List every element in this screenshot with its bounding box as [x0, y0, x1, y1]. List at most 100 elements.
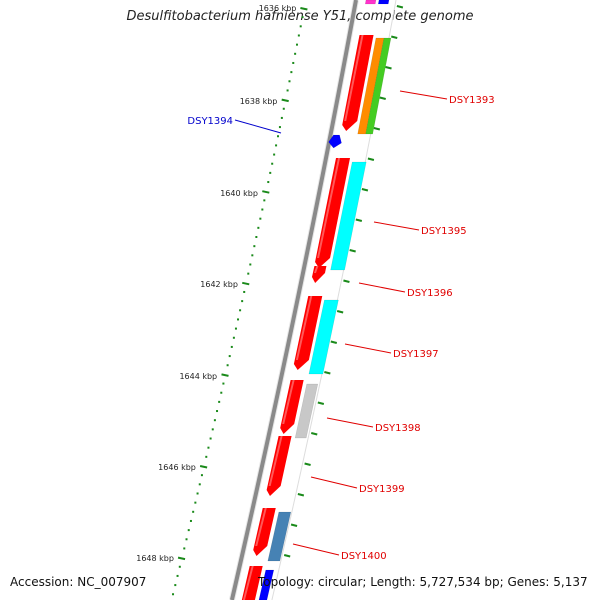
minor-tick	[183, 547, 186, 550]
gene-features	[241, 0, 392, 600]
tick-label: 1646 kbp	[158, 463, 196, 472]
cds-dsy1398	[280, 380, 304, 434]
outer-tick	[355, 218, 363, 222]
minor-tick	[211, 428, 214, 431]
cds-dsy1399-shape	[266, 436, 292, 496]
minor-tick	[174, 584, 177, 587]
minor-tick	[255, 236, 258, 238]
cds-dsy1400	[253, 508, 276, 556]
gene-leader-line	[399, 90, 448, 100]
outer-tick	[343, 279, 350, 283]
minor-tick	[194, 501, 197, 504]
minor-tick	[216, 410, 219, 413]
gene-leader-line	[358, 282, 406, 293]
outer-tick	[336, 310, 344, 314]
cds-dsy1393-shape	[342, 35, 374, 131]
minor-tick	[301, 16, 304, 19]
gene-leader-line	[292, 543, 340, 556]
feature-cyan-1395	[330, 161, 367, 271]
minor-tick	[198, 483, 201, 486]
minor-tick	[234, 327, 237, 330]
feature-gray-1398	[294, 383, 319, 439]
cds-dsy1398-shape	[280, 380, 304, 434]
feature-cyan-1397	[308, 299, 339, 375]
minor-tick	[230, 345, 233, 348]
gene-labels: DSY1393 DSY1394 DSY1395 DSY1396 DSY1397 DSY13…	[187, 90, 495, 562]
cds-dsy1393-highlight	[344, 35, 364, 121]
minor-tick	[275, 144, 278, 147]
minor-tick	[185, 538, 188, 541]
cds-dsy1400-shape	[253, 508, 276, 556]
minor-tick	[277, 135, 280, 138]
outer-tick	[283, 554, 291, 558]
minor-tick	[247, 272, 250, 275]
tick-label: 1644 kbp	[179, 372, 217, 381]
outer-tick	[324, 371, 331, 375]
cds-bottom-highlight	[242, 566, 254, 600]
gene-leader-line	[373, 221, 420, 231]
map-title: Desulfitobacterium hafniense Y51, comple…	[126, 9, 474, 24]
minor-tick	[263, 199, 266, 202]
cds-bottom-shape	[241, 566, 263, 600]
minor-tick	[294, 52, 297, 55]
summary-text: Topology: circular; Length: 5,727,534 bp…	[258, 575, 588, 589]
minor-tick	[253, 245, 256, 248]
major-tick	[242, 281, 250, 286]
cds-dsy1396-shape	[311, 266, 327, 283]
minor-tick	[220, 391, 223, 394]
minor-tick	[267, 181, 270, 184]
minor-tick	[228, 355, 231, 358]
minor-tick	[178, 565, 181, 568]
minor-tick	[213, 419, 216, 422]
minor-tick	[271, 162, 274, 165]
tick-label: 1636 kbp	[259, 4, 297, 13]
backbone-line	[229, 0, 358, 600]
minor-tick	[251, 254, 254, 257]
minor-tick	[218, 400, 221, 403]
major-tick	[281, 98, 289, 103]
minor-tick	[261, 208, 264, 211]
cds-dsy1399-highlight	[268, 436, 283, 486]
feature-magenta-top	[364, 0, 377, 5]
gene-leader-line	[234, 119, 282, 134]
minor-tick	[239, 309, 242, 312]
major-tick	[300, 7, 308, 11]
outer-tick	[385, 66, 392, 70]
gene-label: DSY1394	[187, 116, 233, 127]
outer-tick	[367, 157, 375, 161]
feature-blue-bottom	[258, 569, 275, 600]
minor-tick	[282, 107, 285, 110]
gene-label: DSY1399	[359, 484, 405, 495]
accession-text: Accession: NC_007907	[10, 575, 147, 589]
outer-tick	[373, 127, 381, 131]
gene-label: DSY1398	[375, 423, 421, 434]
tick-label: 1642 kbp	[200, 280, 238, 289]
minor-tick	[187, 529, 190, 532]
outer-tick	[297, 493, 305, 497]
outer-tick	[330, 340, 338, 344]
outer-tick	[391, 35, 398, 39]
outer-tick	[290, 523, 298, 527]
minor-tick	[269, 171, 272, 174]
minor-tick	[288, 80, 291, 83]
minor-tick	[196, 492, 199, 495]
gene-label: DSY1397	[393, 349, 439, 360]
outer-tick	[310, 432, 318, 436]
gene-leader-line	[326, 417, 374, 428]
minor-tick	[278, 126, 281, 129]
cds-dsy1395	[315, 158, 351, 268]
cds-dsy1394	[328, 134, 342, 149]
cds-dsy1397	[293, 296, 323, 370]
minor-tick	[292, 61, 295, 64]
outer-tick	[361, 188, 369, 192]
feature-steelblue-1400	[267, 511, 292, 562]
minor-tick	[209, 437, 212, 440]
tick-label: 1640 kbp	[220, 189, 258, 198]
minor-tick	[172, 593, 175, 596]
minor-tick	[226, 364, 229, 367]
minor-tick	[280, 116, 283, 119]
outer-tick	[379, 96, 386, 100]
cds-bottom	[241, 566, 263, 600]
cds-dsy1393	[342, 35, 374, 131]
